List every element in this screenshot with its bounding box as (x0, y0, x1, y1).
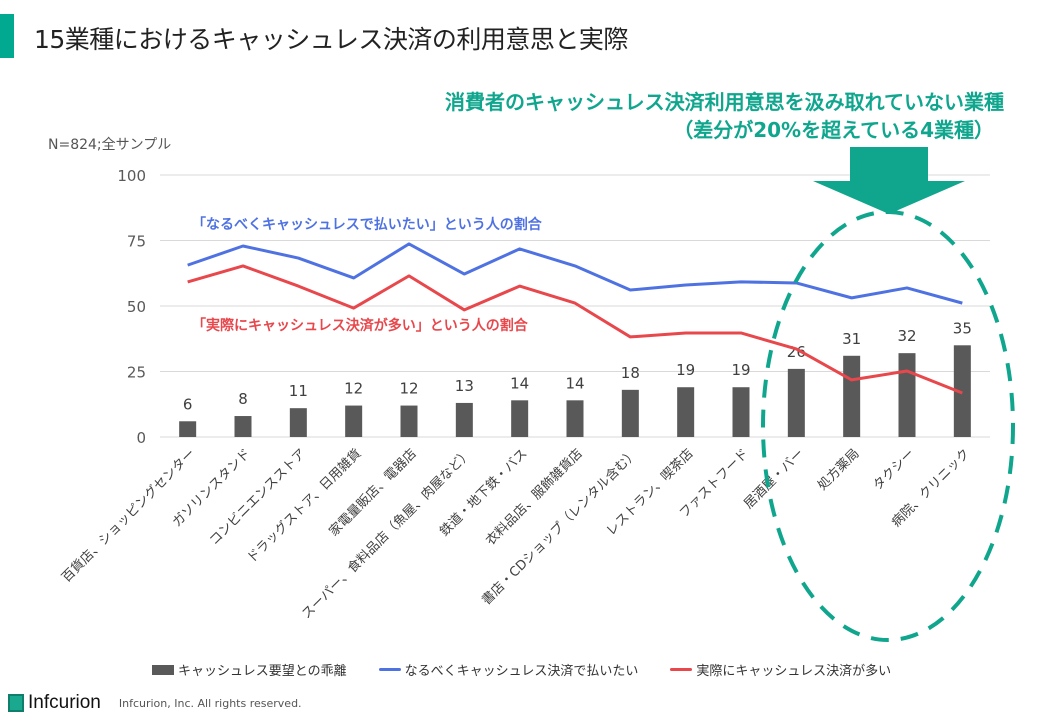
y-tick-label: 75 (127, 233, 146, 251)
y-tick-label: 25 (127, 364, 146, 382)
bar (843, 355, 861, 437)
bar-data-label: 32 (897, 327, 916, 345)
down-arrow-icon (813, 147, 965, 214)
bar-data-label: 19 (676, 361, 695, 379)
callout-line-2: （差分が20%を超えている4業種） (673, 118, 994, 142)
sample-note: N=824;全サンプル (48, 137, 172, 153)
footer: Infcurion Infcurion, Inc. All rights res… (8, 692, 302, 714)
title-accent-bar (0, 14, 14, 58)
actual-annotation: 「実際にキャッシュレス決済が多い」という人の割合 (192, 317, 529, 334)
bar (511, 400, 529, 437)
bar (179, 421, 197, 437)
bar-data-label: 6 (183, 395, 193, 413)
copyright: Infcurion, Inc. All rights reserved. (118, 696, 302, 710)
bar (898, 353, 916, 437)
bar-data-label: 11 (289, 382, 308, 400)
bar-data-label: 31 (842, 330, 861, 348)
logo-text: Infcurion (28, 692, 101, 713)
callout-text: 消費者のキャッシュレス決済利用意思を汲み取れていない業種 （差分が20%を超えて… (445, 88, 1004, 144)
bar (455, 402, 473, 437)
x-tick-label: ドラッグストア、日用雑貨 (244, 446, 365, 567)
bar (787, 368, 805, 437)
bar-data-label: 19 (731, 361, 750, 379)
bar (289, 408, 307, 437)
infcurion-logo-icon (8, 694, 24, 712)
legend-item-intent: なるべくキャッシュレス決済で払いたい (378, 660, 639, 679)
bar-data-label: 12 (399, 380, 418, 398)
bar (400, 405, 418, 437)
x-tick-label: 処方薬局 (814, 446, 862, 494)
bar (345, 405, 363, 437)
intent-annotation: 「なるべくキャッシュレスで払いたい」という人の割合 (192, 216, 543, 233)
bar-data-label: 13 (455, 377, 474, 395)
bar (677, 387, 695, 437)
legend-swatch-red-line (670, 668, 693, 671)
x-tick-label: コンビニエンスストア (207, 446, 309, 548)
bar-data-label: 35 (953, 319, 972, 337)
callout-line-1: 消費者のキャッシュレス決済利用意思を汲み取れていない業種 (445, 90, 1004, 114)
x-tick-label: タクシー (870, 446, 917, 493)
legend-label: 実際にキャッシュレス決済が多い (696, 664, 892, 679)
bar (234, 416, 252, 437)
bar (566, 400, 584, 437)
x-tick-label: 居酒屋・バー (741, 446, 807, 512)
legend-item-gap: キャッシュレス要望との乖離 (152, 660, 347, 679)
bar-data-label: 18 (621, 364, 640, 382)
y-tick-label: 100 (117, 167, 146, 185)
bar-data-label: 14 (565, 374, 584, 392)
bar (953, 345, 971, 437)
legend-item-actual: 実際にキャッシュレス決済が多い (670, 660, 891, 679)
y-tick-label: 50 (127, 298, 146, 316)
intent-line (187, 242, 963, 305)
bar-data-label: 12 (344, 380, 363, 398)
legend-label: なるべくキャッシュレス決済で払いたい (404, 664, 639, 679)
legend-swatch-bar (152, 664, 174, 675)
legend-swatch-blue-line (378, 668, 401, 671)
bar-data-label: 8 (238, 390, 248, 408)
chart-legend: キャッシュレス要望との乖離 なるべくキャッシュレス決済で払いたい 実際にキャッシ… (152, 660, 891, 679)
bar (732, 387, 750, 437)
page-title: 15業種におけるキャッシュレス決済の利用意思と実際 (34, 25, 628, 54)
bar (621, 389, 639, 437)
legend-label: キャッシュレス要望との乖離 (178, 664, 347, 679)
x-tick-label: 衣料品店、服飾雑貨店 (483, 446, 586, 549)
y-tick-label: 0 (136, 429, 146, 447)
bar-data-label: 14 (510, 374, 529, 392)
